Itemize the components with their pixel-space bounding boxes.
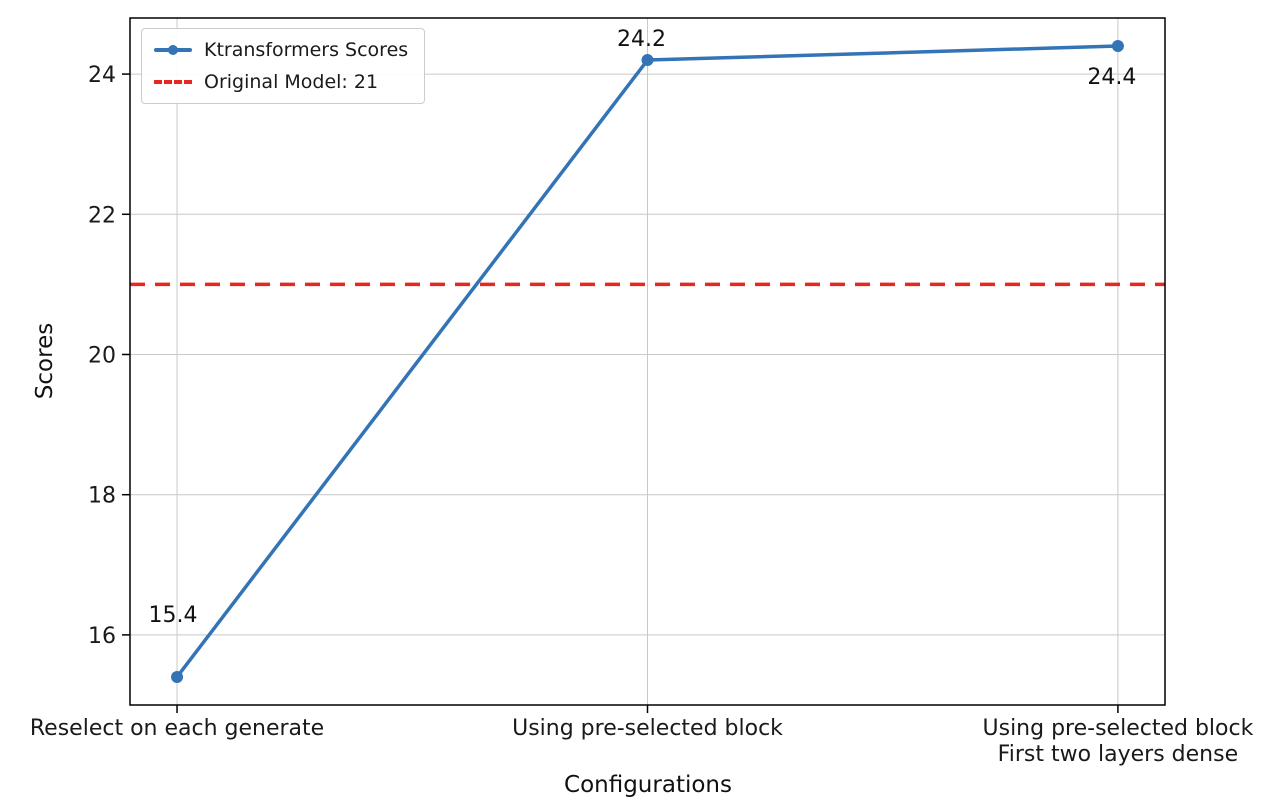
x-tick-label: Using pre-selected block <box>512 716 783 741</box>
point-value-label: 24.4 <box>1087 65 1136 90</box>
data-point-marker <box>171 670 184 683</box>
legend-series-label: Ktransformers Scores <box>204 39 409 61</box>
y-tick-label: 20 <box>88 343 116 368</box>
point-value-label: 24.2 <box>617 27 666 52</box>
data-point-marker <box>1111 40 1124 53</box>
legend-item-reference: Original Model: 21 <box>154 71 408 93</box>
series-marker-swatch <box>168 45 178 55</box>
reference-line-swatch <box>154 80 192 84</box>
data-point-marker <box>641 54 654 67</box>
x-tick-label: Reselect on each generate <box>30 716 324 741</box>
y-tick-label: 24 <box>88 63 116 88</box>
x-tick-label: Using pre-selected block First two layers… <box>983 716 1254 767</box>
y-tick-label: 22 <box>88 203 116 228</box>
y-tick-label: 18 <box>88 484 116 509</box>
point-value-label: 15.4 <box>149 603 198 628</box>
legend-reference-label: Original Model: 21 <box>204 71 379 93</box>
y-tick-label: 16 <box>88 624 116 649</box>
legend-item-series: Ktransformers Scores <box>154 39 408 61</box>
y-axis-title: Scores <box>32 322 58 400</box>
series-line-swatch <box>154 45 192 55</box>
x-axis-title: Configurations <box>564 772 732 798</box>
legend: Ktransformers Scores Original Model: 21 <box>141 28 426 104</box>
